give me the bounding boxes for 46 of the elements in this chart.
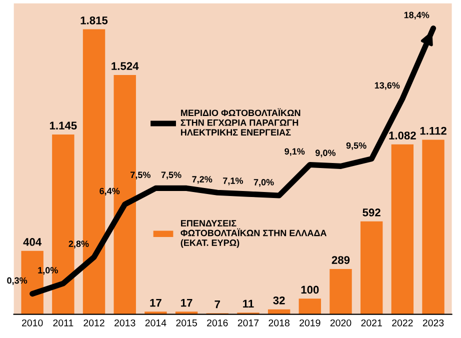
data-label: 11: [243, 300, 254, 308]
data-label: 7,0%: [254, 179, 274, 187]
bar: [330, 268, 352, 314]
legend-label: ΜΕΡΙΔΙΟ ΦΩΤΟΒΟΛΤΑΪΚΩΝ ΣΤΗΝ ΕΓΧΩΡΙΑ ΠΑΡΑΓΩΓΗ ΗΛΕΚΤΡΙΚΗΣ ΕΝΕΡΓΕΙΑΣ: [180, 108, 300, 136]
data-label: 7,2%: [192, 176, 212, 184]
data-label: 9,5%: [346, 142, 366, 150]
x-tick-label: 2014: [145, 319, 166, 326]
data-label: 1.112: [420, 126, 446, 135]
data-label: 18,4%: [404, 12, 430, 20]
data-label: 7: [214, 300, 220, 308]
data-label: 404: [23, 238, 42, 246]
x-tick-label: 2023: [422, 319, 444, 326]
bar: [422, 140, 444, 314]
bar: [144, 312, 167, 314]
bar: [298, 298, 322, 314]
bar: [391, 144, 414, 314]
x-tick-label: 2021: [361, 319, 382, 326]
data-label: 9,1%: [284, 148, 305, 156]
data-label: 9,0%: [316, 150, 336, 158]
data-label: 32: [273, 296, 285, 304]
x-tick-label: 2016: [207, 319, 228, 326]
data-label: 100: [301, 286, 319, 294]
x-tick-label: 2011: [53, 319, 74, 326]
data-label: 17: [150, 298, 162, 307]
x-tick-label: 2010: [22, 319, 43, 326]
data-label: 7,1%: [223, 178, 243, 186]
legend-label: ΕΠΕΝΔΥΣΕΙΣ ΦΩΤΟΒΟΛΤΑΪΚΩΝ ΣΤΗΝ ΕΛΛΑΔΑ (ΕΚΑΤ. ΕΥΡΩ): [180, 220, 327, 248]
x-tick-label: 2020: [330, 319, 352, 326]
data-label: 13,6%: [374, 82, 400, 90]
bar: [360, 221, 383, 314]
data-label: 289: [332, 256, 350, 264]
x-tick-label: 2015: [176, 319, 197, 326]
data-label: 1.815: [80, 16, 108, 24]
x-tick-label: 2022: [392, 319, 413, 326]
x-tick-label: 2013: [114, 319, 136, 326]
data-label: 1.524: [112, 62, 139, 70]
x-tick-label: 2012: [84, 319, 104, 326]
data-label: 592: [362, 208, 380, 216]
x-tick-label: 2018: [268, 319, 290, 326]
x-tick-label: 2019: [300, 319, 320, 326]
data-label: 1.145: [50, 122, 77, 130]
x-tick-label: 2017: [238, 319, 259, 326]
bar: [175, 312, 198, 314]
data-label: 1.082: [389, 132, 416, 140]
data-label: 7,5%: [161, 172, 182, 180]
data-label: 17: [181, 298, 192, 307]
